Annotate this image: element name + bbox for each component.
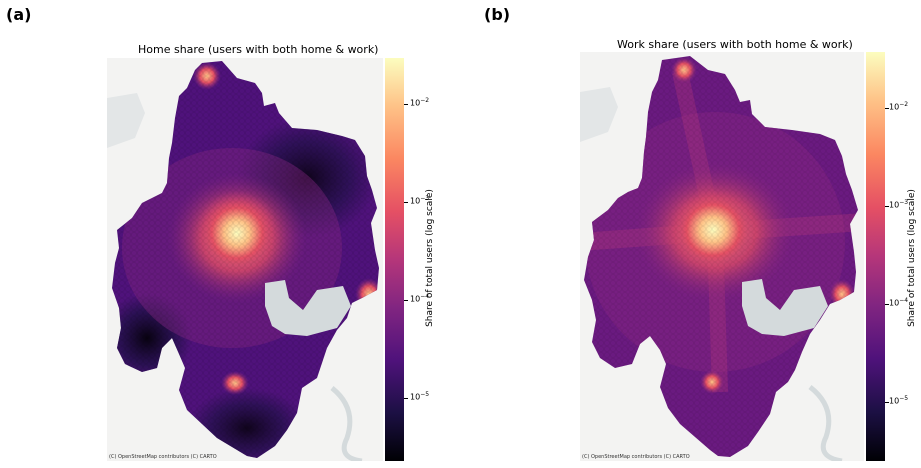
lake-icon — [265, 280, 351, 336]
panel-a-title: Home share (users with both home & work) — [138, 43, 379, 56]
panel-a-tick — [404, 398, 408, 399]
panel-a-map[interactable] — [107, 58, 383, 461]
panel-b-tick-label: 10−3 — [889, 199, 909, 210]
panel-b-title: Work share (users with both home & work) — [617, 38, 853, 51]
panel-b-tick-label: 10−5 — [889, 395, 909, 406]
panel-a-tick — [404, 104, 408, 105]
river-icon — [808, 385, 843, 461]
basemap-water-icon — [580, 87, 618, 142]
panel-b-tick — [885, 108, 889, 109]
panel-a-tick — [404, 202, 408, 203]
basemap-water-icon — [107, 93, 145, 148]
river-icon — [330, 386, 363, 461]
lake-icon — [742, 279, 828, 336]
panel-b-credit: (C) OpenStreetMap contributors (C) CARTO — [582, 454, 690, 460]
panel-a-colorbar — [385, 58, 404, 461]
panel-a-colorbar-label: Share of total users (log scale) — [425, 189, 435, 327]
panel-b-colorbar-label: Share of total users (log scale) — [907, 189, 917, 327]
panel-a-tick-label: 10−2 — [410, 97, 430, 108]
panel-b-tick — [885, 304, 889, 305]
panel-a-map-svg — [107, 61, 379, 461]
panel-b-map-svg — [580, 56, 858, 461]
panel-a-tick-label: 10−5 — [410, 391, 430, 402]
panel-a-tick-label: 10−4 — [410, 293, 430, 304]
panel-b-colorbar — [866, 52, 885, 461]
panel-a-tick-label: 10−3 — [410, 195, 430, 206]
panel-b-tag: (b) — [484, 5, 511, 24]
panel-b-tick-label: 10−4 — [889, 297, 909, 308]
panel-b-tick — [885, 206, 889, 207]
panel-b-tick — [885, 402, 889, 403]
panel-b-tick-label: 10−2 — [889, 101, 909, 112]
panel-a-tag: (a) — [6, 5, 32, 24]
panel-b-map[interactable] — [580, 52, 864, 461]
panel-a-credit: (C) OpenStreetMap contributors (C) CARTO — [109, 454, 217, 460]
panel-a-tick — [404, 300, 408, 301]
